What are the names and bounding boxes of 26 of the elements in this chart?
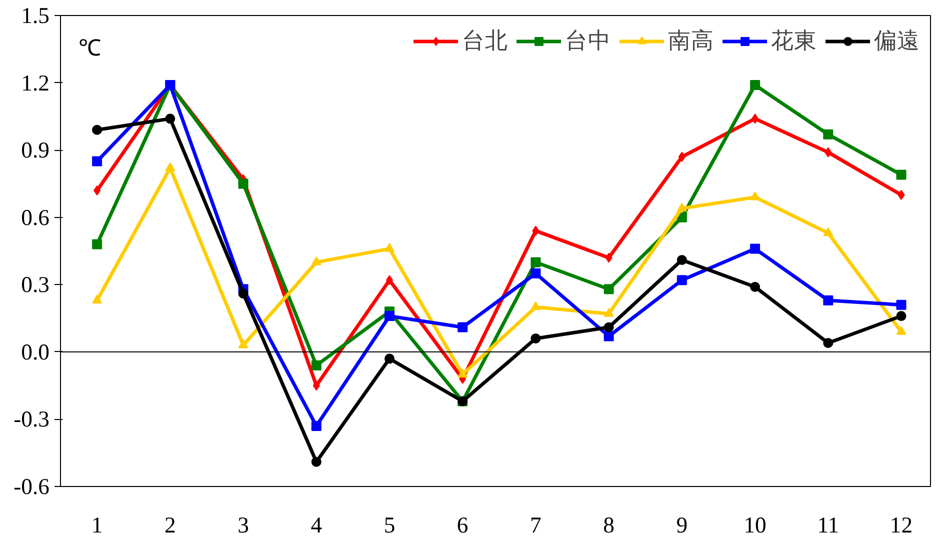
x-tick-label: 7	[530, 512, 542, 538]
x-tick-label: 12	[890, 512, 913, 538]
y-tick-label: 0.9	[21, 138, 50, 163]
x-tick-label: 5	[384, 512, 396, 538]
legend-label: 花東	[771, 27, 817, 56]
legend-label: 南高	[668, 27, 714, 56]
y-tick-label: 0.0	[21, 339, 50, 364]
x-tick-label: 2	[164, 512, 176, 538]
legend-label: 台北	[462, 27, 508, 56]
y-tick-label: -0.3	[14, 406, 50, 432]
y-tick-label: 1.2	[21, 70, 50, 96]
x-tick-label: 6	[456, 512, 468, 538]
y-axis-title: ℃	[78, 36, 102, 60]
x-tick-label: 1	[91, 512, 103, 538]
x-tick-label: 4	[310, 512, 322, 538]
x-tick-label: 11	[817, 512, 840, 538]
legend-label: 偏遠	[874, 27, 920, 56]
x-tick-label: 3	[238, 512, 249, 538]
y-tick-label: -0.6	[14, 474, 50, 499]
x-tick-label: 10	[744, 512, 766, 538]
y-tick-label: 1.5	[21, 3, 50, 28]
legend-label: 台中	[565, 27, 611, 56]
x-tick-label: 9	[676, 512, 688, 538]
x-tick-label: 8	[603, 512, 614, 538]
y-tick-label: 0.3	[21, 272, 50, 298]
y-tick-label: 0.6	[21, 204, 50, 230]
